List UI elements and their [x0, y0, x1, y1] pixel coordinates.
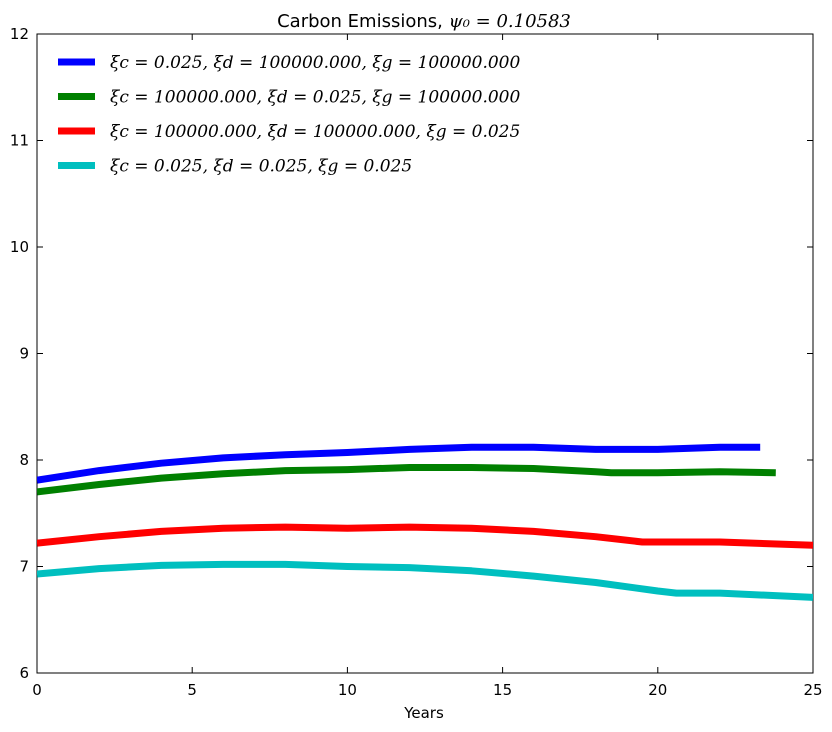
legend: ξc = 0.025, ξd = 100000.000, ξg = 100000… [58, 53, 520, 177]
legend-label-1: ξc = 0.025, ξd = 100000.000, ξg = 100000… [110, 53, 520, 73]
legend-label-3: ξc = 100000.000, ξd = 100000.000, ξg = 0… [110, 122, 520, 142]
legend-label-4: ξc = 0.025, ξd = 0.025, ξg = 0.025 [110, 157, 412, 177]
x-axis-label: Years [403, 704, 444, 722]
x-tick-label: 20 [648, 681, 667, 699]
x-tick-label: 10 [338, 681, 357, 699]
y-tick-label: 6 [19, 664, 29, 682]
y-tick-label: 12 [10, 25, 29, 43]
series-layer [37, 443, 813, 601]
y-tick-label: 11 [10, 132, 29, 150]
chart-title-prefix: Carbon Emissions, [277, 11, 448, 32]
chart-title-math: ψ₀ = 0.10583 [449, 11, 571, 32]
y-tick-label: 9 [19, 345, 29, 363]
series-line-3 [37, 523, 813, 549]
x-tick-label: 0 [32, 681, 42, 699]
y-tick-label: 8 [19, 451, 29, 469]
y-tick-label: 7 [19, 558, 29, 576]
chart-title: Carbon Emissions, ψ₀ = 0.10583 [277, 11, 571, 32]
x-tick-label: 5 [187, 681, 197, 699]
series-line-2 [37, 464, 776, 496]
series-line-4 [37, 560, 813, 601]
series-line-1 [37, 443, 761, 484]
y-tick-label: 10 [10, 238, 29, 256]
x-tick-label: 25 [803, 681, 822, 699]
legend-label-2: ξc = 100000.000, ξd = 0.025, ξg = 100000… [110, 88, 520, 108]
x-tick-label: 15 [493, 681, 512, 699]
ticks-layer: 0 5 10 15 20 25 6 7 8 9 10 11 12 [10, 25, 823, 699]
